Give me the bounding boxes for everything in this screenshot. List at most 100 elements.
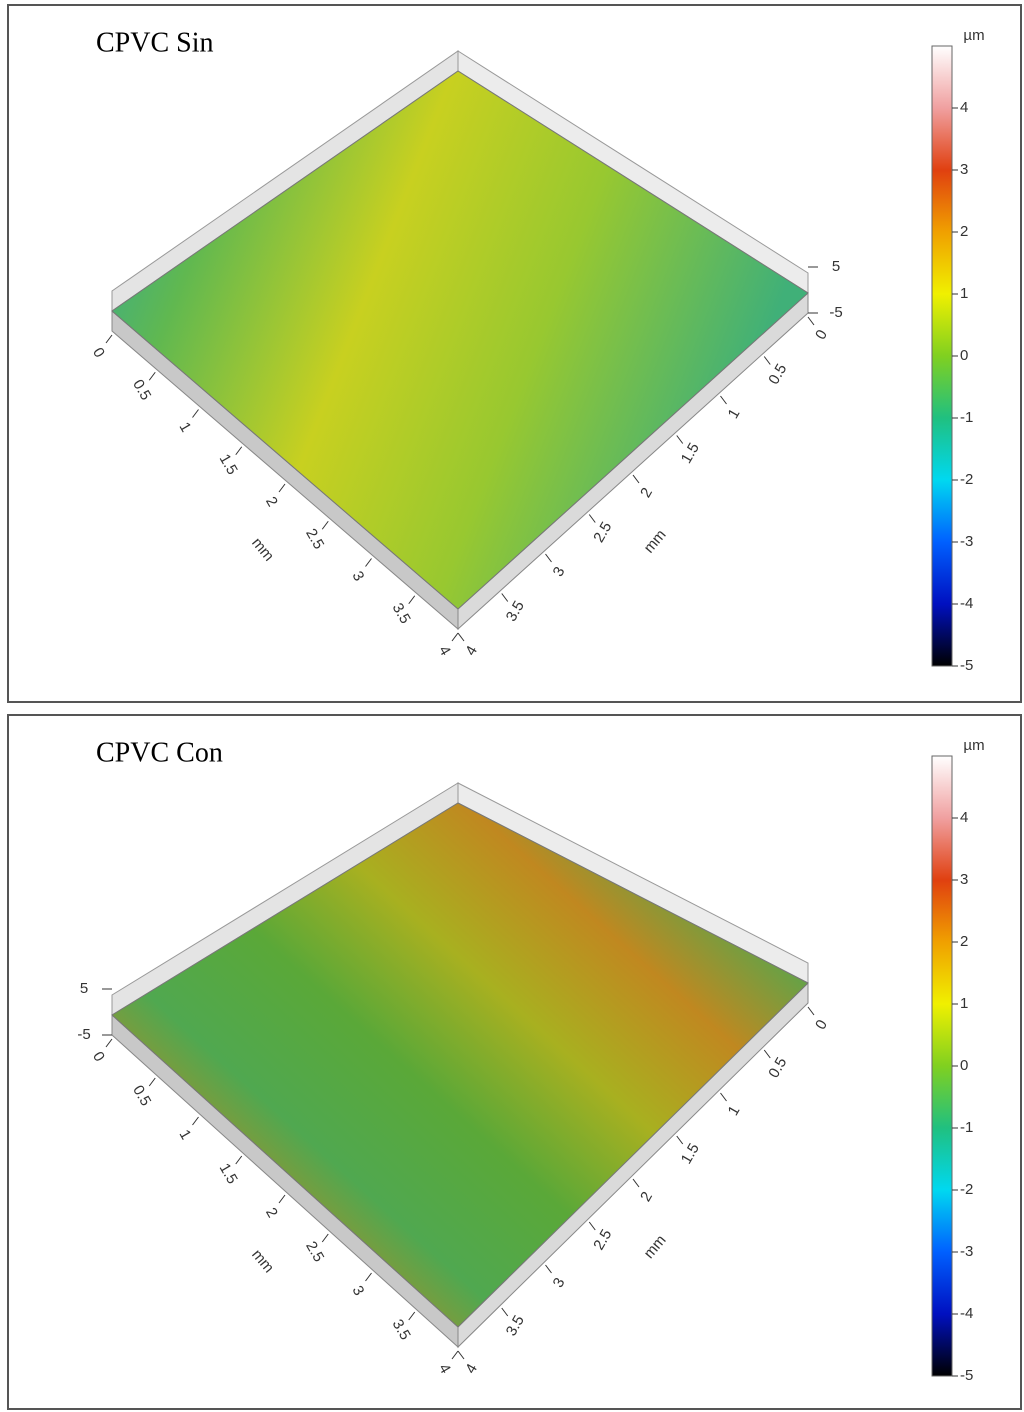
colorbar-tick-label: 0 [960,347,968,364]
panel: CPVC Sin 0 0.5 1 1.5 2 2.5 3 3.5 4 mm 0 0.5 1 1.5 2 2.5 3… [89,27,985,674]
axis-tick [457,632,465,642]
axis-label: mm [248,1246,277,1276]
axis-tick [365,1272,372,1282]
axis-tick [501,1307,509,1317]
axis-tick [588,514,596,523]
axis-tick [632,474,640,484]
axis-tick [676,1135,684,1145]
axis-tick-label: 0 [812,1017,831,1033]
axis-tick-label: 3.5 [389,600,414,627]
colorbar-tick-label: -4 [960,595,973,612]
axis-tick [501,593,509,602]
axis-tick-label: 1 [176,1127,195,1143]
colorbar-tick-label: -5 [960,657,973,674]
axis-tick [321,1233,329,1243]
axis-tick-label: 3.5 [389,1316,414,1343]
axis-tick-label: 3.5 [503,1312,528,1339]
axis-tick-label: 1.5 [678,1140,703,1167]
axis-tick-label: 1 [176,419,195,435]
z-tick-label: -5 [77,1026,90,1043]
axis-tick-label: 0.5 [129,1082,154,1109]
axis-tick-label: 2.5 [590,1226,615,1253]
z-tick-label: 5 [832,258,840,275]
axis-tick [365,558,372,567]
axis-tick [632,1178,640,1188]
axis-tick-label: 1.5 [216,1160,241,1187]
axis-tick [408,595,416,605]
axis-tick [408,1311,416,1321]
colorbar-tick-label: 2 [960,223,968,240]
axis-tick-label: 3.5 [503,598,528,625]
axis-label: mm [641,1232,670,1262]
axis-tick [807,1006,815,1016]
axis-tick [192,1116,199,1126]
panel-title: CPVC Con [96,737,223,768]
axis-tick [235,1155,243,1165]
colorbar-unit: µm [963,737,984,754]
panel: CPVC Con 0 0.5 1 1.5 2 2.5 3 3.5 4 mm 0 0.5 1 1.5 2 2.5 3… [77,737,984,1384]
axis-tick [451,632,459,642]
axis-tick [588,1221,596,1231]
colorbar-tick-label: 4 [960,99,968,116]
axis-tick [807,316,815,326]
panel-frame [7,4,1022,703]
axis-tick [457,1350,465,1360]
colorbar-tick-label: 0 [960,1057,968,1074]
axis-tick-label: 0.5 [129,377,154,404]
axis-tick-label: 1.5 [216,451,241,478]
axis-tick [545,553,552,563]
surface [111,70,809,610]
axis-tick [278,483,286,493]
axis-tick [148,1077,156,1087]
axis-tick-label: 1.5 [678,440,703,467]
axis-tick-label: 3 [349,1283,368,1299]
colorbar [931,755,953,1377]
panel-frame [7,714,1022,1410]
axis-tick-label: 1 [725,406,744,422]
colorbar-tick-label: -3 [960,533,973,550]
panel-title: CPVC Sin [96,27,214,58]
colorbar-tick-label: -3 [960,1243,973,1260]
axis-tick [278,1194,286,1204]
axis-tick-label: 2 [637,485,656,501]
colorbar-tick-label: -5 [960,1367,973,1384]
axis-tick-label: 2 [637,1189,656,1205]
axis-tick-label: 4 [435,1361,454,1377]
axis-label: mm [641,526,670,556]
colorbar-tick-label: 4 [960,809,968,826]
axis-tick [192,409,199,418]
axis-tick [105,1038,113,1048]
axis-tick-label: 4 [435,643,454,659]
axis-tick-label: 2.5 [302,526,327,553]
axis-tick-label: 2.5 [302,1238,327,1265]
colorbar-tick-label: 3 [960,871,968,888]
axis-tick [720,1092,727,1102]
axis-tick-label: 3 [550,1275,569,1291]
axis-tick-label: 1 [725,1103,744,1119]
axis-tick-label: 0 [812,327,831,343]
axis-tick-label: 4 [462,1361,481,1377]
axis-tick [321,520,329,530]
axis-tick [148,371,156,381]
axis-tick-label: 2 [262,1205,281,1221]
axis-tick [545,1264,552,1274]
axis-tick-label: 0 [89,345,108,361]
colorbar-tick-label: -1 [960,409,973,426]
z-tick-label: 5 [80,980,88,997]
axis-tick [763,1049,771,1059]
colorbar-unit: µm [963,27,984,44]
surface [111,802,809,1328]
axis-tick-label: 2 [262,494,281,510]
axis-tick [451,1350,459,1360]
axis-tick-label: 4 [462,643,481,659]
axis-tick-label: 0.5 [765,361,790,388]
axis-tick [763,356,771,365]
colorbar [931,45,953,667]
axis-tick [676,435,684,444]
axis-tick-label: 0.5 [765,1054,790,1081]
colorbar-tick-label: 2 [960,933,968,950]
colorbar-tick-label: 1 [960,995,968,1012]
colorbar-tick-label: -4 [960,1305,973,1322]
axis-tick [235,446,243,456]
